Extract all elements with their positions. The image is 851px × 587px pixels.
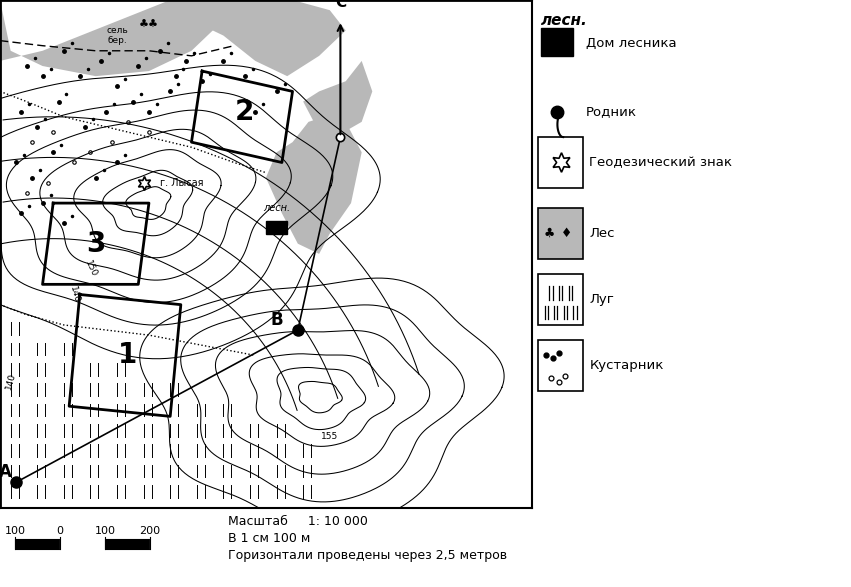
Bar — [539, 274, 583, 325]
Text: 2: 2 — [235, 97, 254, 126]
Text: C: C — [334, 0, 346, 10]
Bar — [539, 137, 583, 188]
Bar — [541, 28, 574, 56]
Text: лесн.: лесн. — [263, 203, 290, 213]
Text: г. Лысая: г. Лысая — [160, 178, 203, 188]
Text: Горизонтали проведены через 2,5 метров: Горизонтали проведены через 2,5 метров — [227, 549, 506, 562]
Text: сель
бер.: сель бер. — [106, 26, 128, 45]
Bar — [266, 221, 287, 234]
Text: Кустарник: Кустарник — [589, 359, 664, 372]
Bar — [150, 539, 195, 549]
Bar — [539, 340, 583, 391]
Polygon shape — [191, 0, 346, 76]
Polygon shape — [0, 315, 308, 508]
Text: 1: 1 — [118, 342, 137, 369]
Text: 140: 140 — [4, 372, 17, 390]
Text: Луг: Луг — [589, 293, 614, 306]
Polygon shape — [303, 61, 373, 137]
Text: В 1 см 100 м: В 1 см 100 м — [227, 532, 310, 545]
Text: B: B — [271, 311, 283, 329]
Polygon shape — [266, 112, 362, 254]
Text: Родник: Родник — [586, 105, 637, 118]
Text: 3: 3 — [86, 230, 106, 258]
Text: Масштаб     1: 10 000: Масштаб 1: 10 000 — [227, 515, 368, 528]
Text: 100: 100 — [94, 526, 116, 536]
Text: 140: 140 — [68, 285, 81, 304]
Bar — [15, 539, 60, 549]
Text: ♣♣: ♣♣ — [139, 21, 159, 31]
Text: 100: 100 — [4, 526, 26, 536]
Text: ♣: ♣ — [544, 227, 555, 240]
Text: 155: 155 — [321, 432, 339, 441]
Text: Дом лесника: Дом лесника — [586, 36, 677, 50]
Bar — [105, 539, 150, 549]
Text: 200: 200 — [140, 526, 161, 536]
Text: Лес: Лес — [589, 227, 614, 240]
Text: лесн.: лесн. — [541, 13, 588, 28]
Text: A: A — [0, 463, 12, 481]
Bar — [539, 208, 583, 259]
Polygon shape — [0, 0, 223, 76]
Text: ♦: ♦ — [562, 227, 573, 240]
Text: 0: 0 — [56, 526, 64, 536]
Text: Геодезический знак: Геодезический знак — [589, 156, 733, 169]
Bar — [60, 539, 105, 549]
Text: 150: 150 — [83, 259, 98, 279]
